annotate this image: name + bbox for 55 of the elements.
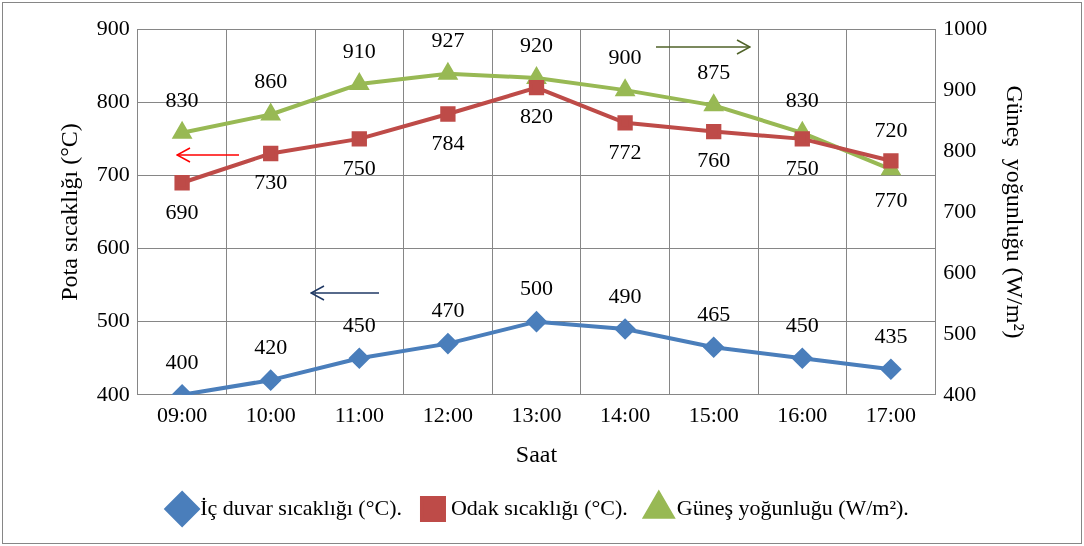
data-label: 450 xyxy=(785,312,819,338)
x-tick-label: 17:00 xyxy=(865,401,916,427)
legend-label: Odak sıcaklığı (°C). xyxy=(450,494,628,520)
x-tick-label: 09:00 xyxy=(157,401,208,427)
data-label: 910 xyxy=(342,37,376,63)
y-tick-label: 400 xyxy=(96,380,130,406)
data-label: 860 xyxy=(254,68,288,94)
data-label: 420 xyxy=(254,333,288,359)
data-label: 400 xyxy=(165,348,199,374)
y-tick-label: 800 xyxy=(96,88,130,114)
data-label: 750 xyxy=(342,154,376,180)
data-label: 500 xyxy=(520,275,553,301)
data-label: 750 xyxy=(785,154,819,180)
data-label: 920 xyxy=(520,31,553,57)
x-axis-title: Saat xyxy=(515,440,558,467)
y2-axis-title: Güneş yoğunluğu (W/m²) xyxy=(1002,85,1029,339)
data-label: 772 xyxy=(608,138,642,164)
x-tick-label: 12:00 xyxy=(422,401,473,427)
y2-tick-label: 600 xyxy=(943,258,977,284)
x-tick-label: 15:00 xyxy=(688,401,739,427)
data-label: 470 xyxy=(431,297,465,323)
y2-tick-label: 400 xyxy=(943,380,977,406)
x-tick-label: 14:00 xyxy=(600,401,651,427)
y2-tick-label: 1000 xyxy=(943,14,988,40)
y2-tick-label: 700 xyxy=(943,197,977,223)
y-axis-title: Pota sıcaklığı (°C) xyxy=(55,123,82,301)
y2-tick-label: 800 xyxy=(943,136,977,162)
data-label: 730 xyxy=(254,169,288,195)
data-label: 820 xyxy=(520,103,553,129)
data-label: 875 xyxy=(697,59,731,85)
data-label: 690 xyxy=(165,198,199,224)
legend-label: Güneş yoğunluğu (W/m²). xyxy=(676,494,909,520)
data-label: 465 xyxy=(697,301,731,327)
data-label: 900 xyxy=(608,43,642,69)
data-label: 830 xyxy=(785,86,819,112)
data-label: 435 xyxy=(874,322,908,348)
y-tick-label: 500 xyxy=(96,307,130,333)
x-tick-label: 10:00 xyxy=(245,401,296,427)
data-label: 770 xyxy=(874,187,908,213)
x-tick-label: 11:00 xyxy=(334,401,384,427)
data-label: 490 xyxy=(608,282,642,308)
x-tick-label: 16:00 xyxy=(777,401,828,427)
y2-tick-label: 500 xyxy=(943,319,977,345)
data-label: 760 xyxy=(697,147,731,173)
y-tick-label: 900 xyxy=(96,14,130,40)
y2-tick-label: 900 xyxy=(943,75,977,101)
data-label: 830 xyxy=(165,86,199,112)
data-label: 720 xyxy=(874,116,908,142)
data-label: 927 xyxy=(431,27,465,53)
y-tick-label: 700 xyxy=(96,161,130,187)
data-label: 784 xyxy=(431,129,465,155)
y-tick-label: 600 xyxy=(96,234,130,260)
x-tick-label: 13:00 xyxy=(511,401,562,427)
data-label: 450 xyxy=(342,312,376,338)
legend-label: İç duvar sıcaklığı (°C). xyxy=(200,494,402,520)
